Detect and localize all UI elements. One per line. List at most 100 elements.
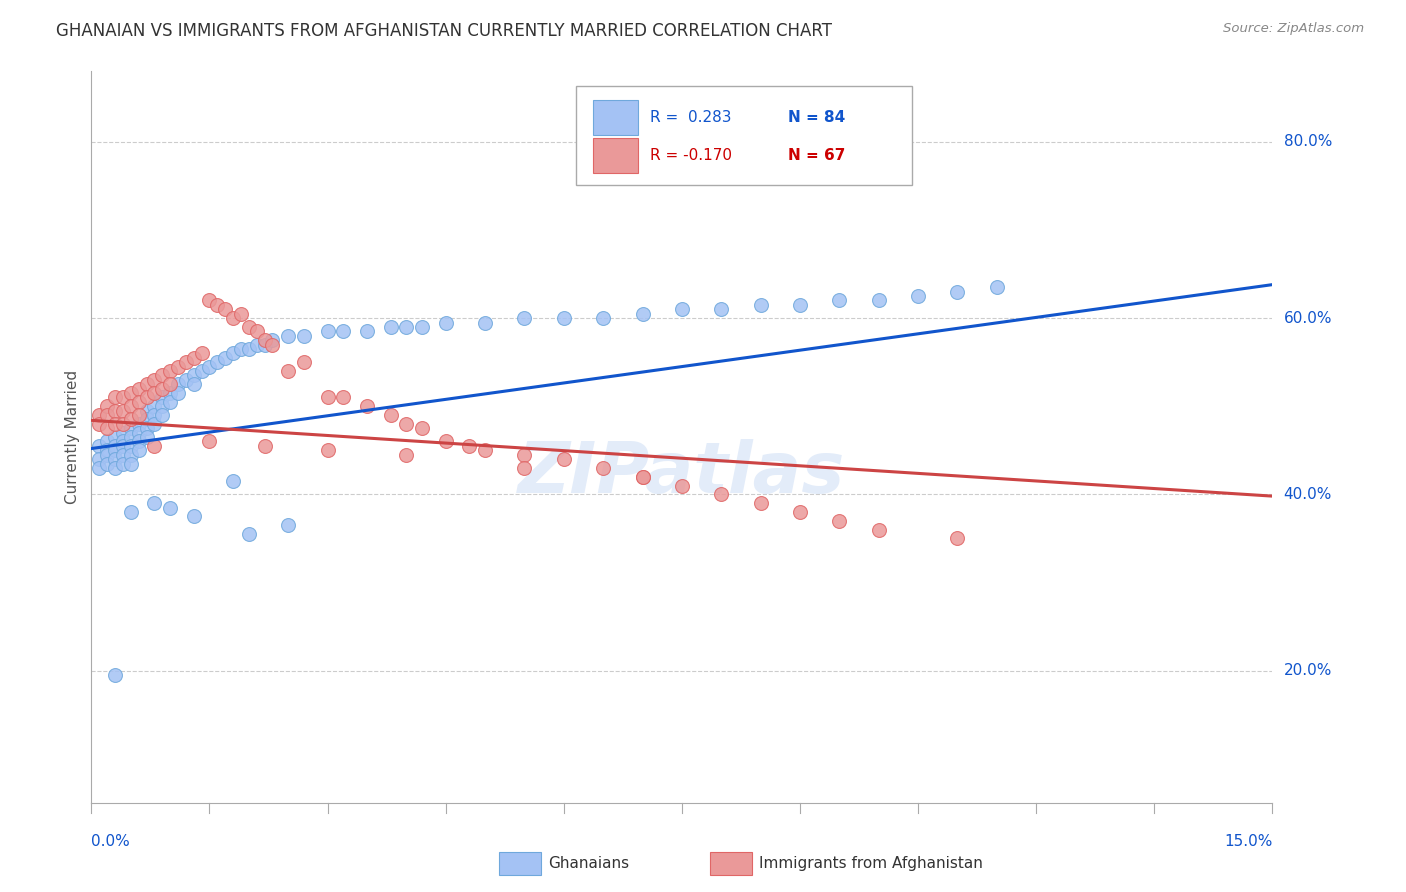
Point xyxy=(96,448,118,462)
Point xyxy=(89,461,111,475)
Point xyxy=(128,425,150,440)
Point xyxy=(120,505,142,519)
Point xyxy=(150,368,173,383)
Point xyxy=(89,408,111,422)
Point xyxy=(868,523,890,537)
Point xyxy=(167,377,190,392)
Point xyxy=(592,461,614,475)
Point xyxy=(553,452,575,467)
Point xyxy=(229,307,252,321)
Point xyxy=(749,496,772,510)
Point xyxy=(96,443,118,458)
Point xyxy=(89,452,111,467)
Point xyxy=(128,394,150,409)
Point xyxy=(474,443,496,458)
Point xyxy=(143,408,166,422)
Point xyxy=(96,457,118,471)
Text: 80.0%: 80.0% xyxy=(1284,135,1331,149)
Point xyxy=(986,280,1008,294)
Point xyxy=(128,434,150,449)
Point xyxy=(262,337,284,351)
Point xyxy=(434,316,457,330)
Text: 15.0%: 15.0% xyxy=(1225,834,1272,849)
Point xyxy=(111,403,134,417)
Bar xyxy=(593,100,638,135)
Point xyxy=(159,500,181,515)
Point xyxy=(143,386,166,401)
Text: Ghanaians: Ghanaians xyxy=(548,856,630,871)
Point xyxy=(907,289,929,303)
Point xyxy=(111,391,134,405)
Point xyxy=(120,386,142,401)
Point xyxy=(332,391,354,405)
Point xyxy=(167,386,190,401)
Point xyxy=(143,439,166,453)
Point xyxy=(128,408,150,422)
Point xyxy=(631,307,654,321)
Point xyxy=(128,382,150,396)
Point xyxy=(120,448,142,462)
Text: 0.0%: 0.0% xyxy=(91,834,131,849)
Point xyxy=(292,328,315,343)
Point xyxy=(214,302,236,317)
Point xyxy=(143,399,166,413)
Point xyxy=(253,333,276,347)
Point xyxy=(474,316,496,330)
Point xyxy=(183,377,205,392)
Point xyxy=(592,311,614,326)
Text: N = 84: N = 84 xyxy=(789,110,845,125)
Point xyxy=(104,403,127,417)
Text: Immigrants from Afghanistan: Immigrants from Afghanistan xyxy=(759,856,983,871)
Text: R =  0.283: R = 0.283 xyxy=(650,110,731,125)
Point xyxy=(207,355,229,369)
Point xyxy=(277,364,299,378)
Point xyxy=(128,417,150,431)
Point xyxy=(89,417,111,431)
Point xyxy=(104,391,127,405)
Point xyxy=(253,439,276,453)
Point xyxy=(128,443,150,458)
Point xyxy=(229,342,252,356)
Point xyxy=(104,439,127,453)
Text: R = -0.170: R = -0.170 xyxy=(650,148,733,163)
Text: 40.0%: 40.0% xyxy=(1284,487,1331,502)
Text: 60.0%: 60.0% xyxy=(1284,310,1331,326)
Point xyxy=(710,487,733,501)
Point xyxy=(222,474,245,488)
Point xyxy=(120,457,142,471)
Text: 20.0%: 20.0% xyxy=(1284,663,1331,678)
Point xyxy=(159,377,181,392)
Point xyxy=(104,668,127,682)
Point xyxy=(316,391,339,405)
Point xyxy=(120,412,142,426)
Point xyxy=(135,403,157,417)
Point xyxy=(411,421,433,435)
Point xyxy=(159,364,181,378)
Point xyxy=(238,320,260,334)
Point xyxy=(135,412,157,426)
FancyBboxPatch shape xyxy=(575,86,912,185)
Point xyxy=(868,293,890,308)
Point xyxy=(104,452,127,467)
Point xyxy=(111,417,134,431)
Point xyxy=(120,430,142,444)
Point xyxy=(513,311,536,326)
Point xyxy=(183,351,205,365)
Point xyxy=(135,421,157,435)
Point xyxy=(143,373,166,387)
Point xyxy=(828,514,851,528)
Point xyxy=(434,434,457,449)
Point xyxy=(631,469,654,483)
Point xyxy=(96,408,118,422)
Point xyxy=(828,293,851,308)
Point xyxy=(174,373,197,387)
Point xyxy=(380,320,402,334)
Point xyxy=(380,408,402,422)
Point xyxy=(671,302,693,317)
Point xyxy=(316,443,339,458)
Point xyxy=(789,505,811,519)
Text: N = 67: N = 67 xyxy=(789,148,845,163)
Point xyxy=(198,293,221,308)
Point xyxy=(120,439,142,453)
Point xyxy=(120,399,142,413)
